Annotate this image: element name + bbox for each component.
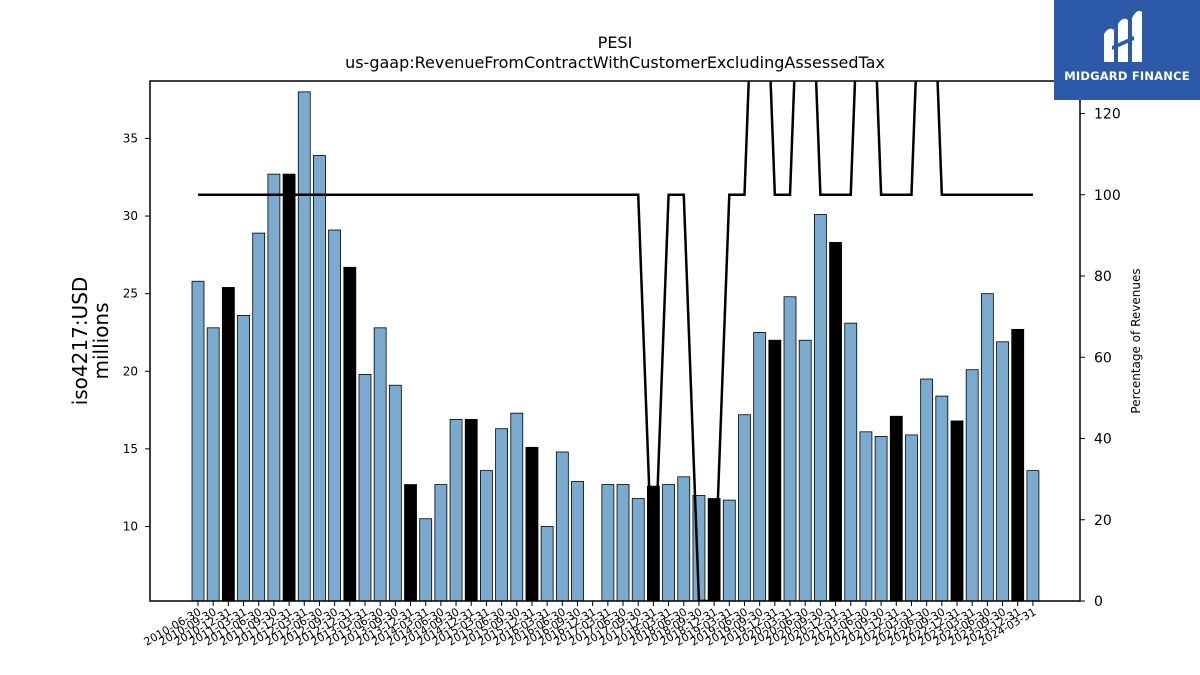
bar-2023-09-30 (996, 341, 1009, 601)
bar-2010-12-31 (221, 287, 235, 601)
bar-2021-09-30 (874, 436, 888, 601)
bar-2024-03-31 (1026, 470, 1040, 601)
bar-2015-09-30 (510, 412, 524, 601)
y2-tick-label: 20 (1094, 513, 1112, 529)
bar-2013-06-30 (373, 327, 387, 601)
bar-2022-06-30 (920, 378, 934, 601)
bar-2010-09-30 (206, 327, 220, 601)
bar-2012-03-31 (297, 91, 311, 601)
bar-2015-03-31 (480, 470, 493, 601)
y-tick-label: 30 (123, 209, 138, 223)
bar-2023-03-31 (965, 369, 979, 601)
bar-2017-09-30 (631, 498, 645, 601)
y2-tick-label: 120 (1094, 107, 1121, 123)
bar-2011-03-31 (237, 314, 250, 601)
bar-2020-09-30 (813, 214, 827, 601)
midgard-finance-logo: MIDGARD FINANCE (1054, 0, 1200, 100)
y2-tick-label: 0 (1094, 594, 1103, 610)
y2-axis-label: Percentage of Revenues (1129, 268, 1143, 413)
bar-2019-06-30 (738, 414, 751, 601)
y-tick-label: 20 (123, 364, 138, 378)
bar-2018-06-30 (677, 476, 691, 601)
bar-2022-12-31 (950, 420, 964, 601)
bar-2016-09-30 (571, 481, 584, 601)
bar-2020-12-31 (829, 242, 842, 601)
bar-2017-06-30 (616, 484, 630, 601)
plot-frame (149, 80, 1081, 602)
y-axis-label-line1: iso4217:USD (68, 277, 92, 406)
midgard-logo-icon (1104, 10, 1142, 63)
percentage-line-layer (198, 81, 1033, 601)
bar-2014-12-31 (464, 418, 478, 601)
bar-2021-03-31 (844, 322, 858, 601)
y-tick-label: 10 (123, 519, 138, 533)
percentage-line (198, 81, 1033, 601)
bar-2020-06-30 (798, 339, 812, 601)
bar-2012-12-31 (343, 266, 357, 601)
bar-2016-06-30 (555, 451, 569, 601)
bar-2019-09-30 (753, 332, 767, 601)
axes: 1015202530350204060801001202010-06-30201… (123, 80, 1121, 649)
bar-2023-12-31 (1011, 328, 1025, 601)
bar-2010-06-30 (191, 280, 205, 601)
bar-2023-06-30 (980, 293, 994, 601)
bar-2019-03-31 (722, 499, 736, 601)
bar-2013-09-30 (388, 384, 402, 601)
bar-2022-09-30 (935, 395, 949, 601)
bar-2015-12-31 (525, 446, 539, 601)
y-tick-label: 25 (123, 287, 138, 301)
bar-2017-03-31 (601, 484, 615, 601)
bar-2011-09-30 (267, 173, 281, 601)
bar-2014-09-30 (449, 418, 463, 601)
bar-2022-03-31 (905, 434, 918, 601)
chart-title: PESI (598, 33, 633, 52)
bar-2012-06-30 (313, 155, 326, 601)
bar-2012-09-30 (328, 229, 342, 601)
y2-tick-label: 40 (1094, 432, 1112, 448)
bar-2020-03-31 (783, 296, 797, 601)
bar-2013-12-31 (404, 484, 417, 601)
y-tick-label: 35 (123, 131, 138, 145)
y2-tick-label: 100 (1094, 188, 1121, 204)
bar-2018-03-31 (662, 484, 675, 601)
bar-2015-06-30 (495, 428, 509, 601)
y-tick-label: 15 (123, 442, 138, 456)
bar-2013-03-31 (358, 373, 372, 601)
bar-2011-12-31 (282, 173, 296, 601)
y2-tick-label: 80 (1094, 269, 1112, 285)
bar-2021-06-30 (859, 431, 873, 601)
chart-subtitle: us-gaap:RevenueFromContractWithCustomerE… (345, 53, 885, 72)
bar-2021-12-31 (889, 415, 903, 601)
y-axis-label-line2: millions (89, 302, 113, 379)
y2-tick-label: 60 (1094, 350, 1112, 366)
bar-2019-12-31 (768, 339, 782, 601)
bar-series (191, 91, 1040, 601)
bar-2011-06-30 (252, 232, 266, 601)
bar-2016-03-31 (540, 526, 554, 601)
logo-text: MIDGARD FINANCE (1064, 69, 1190, 83)
bar-2014-03-31 (419, 518, 433, 601)
bar-2014-06-30 (434, 484, 448, 601)
